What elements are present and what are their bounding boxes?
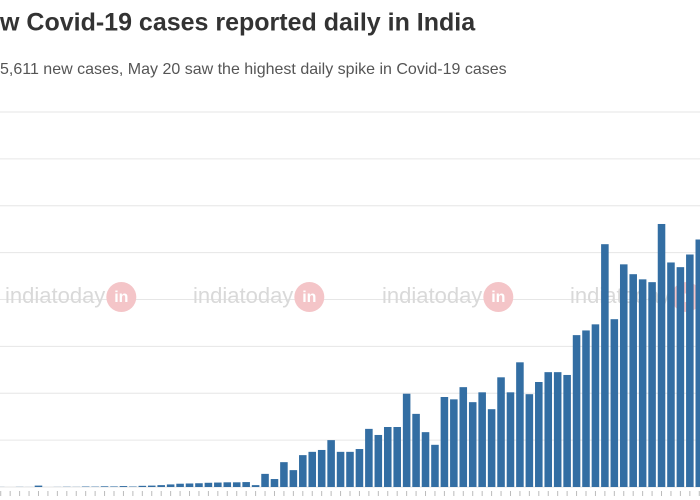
bar <box>374 434 383 487</box>
bar <box>214 482 222 487</box>
watermark: indiatoday <box>193 283 293 308</box>
bar <box>100 486 109 487</box>
bar <box>619 264 628 487</box>
bar <box>299 455 307 487</box>
bars <box>0 223 700 496</box>
bar <box>544 372 553 487</box>
bar <box>355 449 364 487</box>
bar <box>34 485 43 487</box>
watermark-badge <box>483 282 514 312</box>
bar <box>648 282 656 487</box>
bar <box>195 483 203 487</box>
bar <box>336 451 345 487</box>
bar <box>176 483 184 487</box>
bar <box>232 482 241 487</box>
bar <box>393 427 401 487</box>
bar <box>563 374 571 487</box>
bar <box>516 362 524 487</box>
bar <box>166 484 175 487</box>
bar <box>629 274 637 487</box>
bar <box>402 393 411 487</box>
watermark-badge-text: in <box>114 289 128 306</box>
bar <box>110 486 118 487</box>
bar <box>138 485 147 487</box>
bar <box>525 394 534 487</box>
bar <box>601 244 609 487</box>
bar <box>497 377 505 487</box>
bar <box>261 473 269 487</box>
bar <box>487 409 496 487</box>
bar <box>365 428 373 487</box>
watermark-badge <box>106 282 137 312</box>
bar <box>686 254 694 487</box>
bar <box>119 486 128 487</box>
bar <box>638 279 647 487</box>
bar <box>572 335 581 487</box>
watermark-badge <box>294 282 325 312</box>
bar <box>506 392 515 487</box>
bar <box>270 479 279 487</box>
bar <box>478 392 486 487</box>
bar <box>440 397 449 487</box>
watermark: indiatoday <box>5 283 105 308</box>
bar <box>412 413 420 487</box>
bar <box>450 399 458 487</box>
bar <box>676 267 685 487</box>
bar <box>280 462 288 487</box>
bar <box>223 482 232 487</box>
bar <box>346 451 354 487</box>
bar <box>251 485 260 487</box>
watermarks: indiatodayinindiatodayinindiatodayinindi… <box>5 282 700 312</box>
bar <box>695 239 700 487</box>
bar <box>468 402 477 487</box>
watermark-badge-text: in <box>491 289 505 306</box>
bar <box>667 262 675 487</box>
bar <box>553 372 562 487</box>
bar <box>383 427 392 487</box>
bar <box>157 485 165 487</box>
bar <box>147 485 156 487</box>
bar <box>242 482 250 487</box>
bar <box>657 223 666 487</box>
bar <box>289 470 298 487</box>
bar <box>610 319 619 487</box>
bar <box>582 330 590 487</box>
bar <box>431 444 439 487</box>
bar <box>308 451 317 487</box>
bar <box>459 387 468 487</box>
chart-subtitle: 5,611 new cases, May 20 saw the highest … <box>0 61 507 78</box>
bar <box>185 483 194 487</box>
bar <box>535 382 543 487</box>
bar <box>204 482 213 487</box>
bar <box>317 449 326 487</box>
watermark: indiatoday <box>382 283 482 308</box>
bar <box>327 440 335 487</box>
watermark-badge-text: in <box>302 289 316 306</box>
bar <box>591 324 600 487</box>
chart-title: w Covid-19 cases reported daily in India <box>0 9 476 37</box>
bar <box>421 432 430 487</box>
